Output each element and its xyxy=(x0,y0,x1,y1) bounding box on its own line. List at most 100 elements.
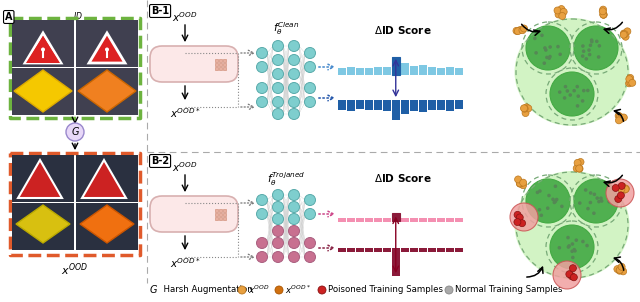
Polygon shape xyxy=(26,36,60,63)
Circle shape xyxy=(577,94,580,98)
Circle shape xyxy=(289,97,300,108)
Circle shape xyxy=(627,79,634,86)
Circle shape xyxy=(616,266,623,273)
Circle shape xyxy=(616,117,623,124)
Text: ): ) xyxy=(228,62,232,72)
Circle shape xyxy=(592,211,596,215)
Circle shape xyxy=(566,236,570,239)
Circle shape xyxy=(554,200,557,203)
Circle shape xyxy=(599,196,603,200)
Circle shape xyxy=(576,104,579,108)
Circle shape xyxy=(273,69,284,79)
Circle shape xyxy=(571,242,574,246)
Bar xyxy=(347,100,355,111)
Circle shape xyxy=(544,48,548,52)
Bar xyxy=(338,248,346,252)
Circle shape xyxy=(618,182,625,189)
Polygon shape xyxy=(82,160,126,198)
Circle shape xyxy=(576,165,582,172)
Circle shape xyxy=(289,54,300,66)
Text: $x^{OOD*}$: $x^{OOD*}$ xyxy=(170,256,200,270)
Circle shape xyxy=(578,201,582,205)
Circle shape xyxy=(573,165,580,172)
Bar xyxy=(12,68,74,115)
Circle shape xyxy=(577,159,584,165)
Circle shape xyxy=(586,89,589,92)
Circle shape xyxy=(289,189,300,201)
Bar xyxy=(419,218,426,222)
Circle shape xyxy=(257,97,268,108)
Circle shape xyxy=(516,214,524,221)
Circle shape xyxy=(550,225,594,269)
Circle shape xyxy=(273,214,284,224)
Circle shape xyxy=(620,31,627,38)
Text: Normal Training Samples: Normal Training Samples xyxy=(455,285,563,294)
Bar xyxy=(347,67,355,75)
Circle shape xyxy=(622,185,629,192)
Circle shape xyxy=(568,273,575,280)
Circle shape xyxy=(563,96,566,100)
Circle shape xyxy=(589,201,592,204)
Bar xyxy=(401,100,408,114)
Circle shape xyxy=(289,237,300,249)
Circle shape xyxy=(573,249,577,253)
Bar xyxy=(347,248,355,252)
Circle shape xyxy=(618,192,625,199)
Bar xyxy=(437,248,445,252)
Circle shape xyxy=(289,201,300,213)
Circle shape xyxy=(515,28,522,35)
Text: $x^{OOD}$: $x^{OOD}$ xyxy=(172,10,198,24)
Text: $x^{OOD}$: $x^{OOD}$ xyxy=(248,284,269,296)
Circle shape xyxy=(580,99,584,103)
Circle shape xyxy=(257,194,268,205)
Circle shape xyxy=(616,267,623,274)
Circle shape xyxy=(620,114,627,121)
Bar xyxy=(76,68,138,115)
Circle shape xyxy=(521,105,528,112)
Circle shape xyxy=(238,286,246,294)
Circle shape xyxy=(575,238,578,242)
Circle shape xyxy=(556,45,560,48)
Circle shape xyxy=(273,226,284,236)
Bar xyxy=(383,67,390,75)
Circle shape xyxy=(273,40,284,52)
Circle shape xyxy=(627,74,634,82)
Circle shape xyxy=(273,252,284,262)
Bar xyxy=(215,63,218,66)
Polygon shape xyxy=(18,160,62,198)
Circle shape xyxy=(514,219,521,226)
Circle shape xyxy=(555,198,559,201)
Circle shape xyxy=(518,220,525,227)
Text: G: G xyxy=(71,127,79,137)
Polygon shape xyxy=(89,33,125,63)
Circle shape xyxy=(289,40,300,52)
Circle shape xyxy=(510,203,538,231)
Circle shape xyxy=(598,44,601,48)
Circle shape xyxy=(526,26,570,70)
Polygon shape xyxy=(80,205,134,243)
Circle shape xyxy=(273,108,284,120)
Circle shape xyxy=(289,214,300,224)
Circle shape xyxy=(257,252,268,262)
Circle shape xyxy=(558,90,561,94)
Circle shape xyxy=(600,6,607,13)
Bar xyxy=(223,209,226,212)
Circle shape xyxy=(560,8,567,15)
Circle shape xyxy=(585,244,589,247)
Circle shape xyxy=(600,11,607,18)
Bar xyxy=(392,248,399,276)
Circle shape xyxy=(548,45,552,49)
Bar xyxy=(223,59,226,62)
Circle shape xyxy=(624,28,631,35)
Circle shape xyxy=(546,206,550,210)
Bar xyxy=(76,20,138,67)
Circle shape xyxy=(620,268,627,275)
Circle shape xyxy=(588,53,591,56)
Circle shape xyxy=(551,198,555,201)
Bar xyxy=(219,217,222,220)
Circle shape xyxy=(538,208,541,211)
Circle shape xyxy=(621,31,628,37)
Bar xyxy=(223,63,226,66)
Circle shape xyxy=(581,240,585,243)
Bar xyxy=(392,218,399,222)
